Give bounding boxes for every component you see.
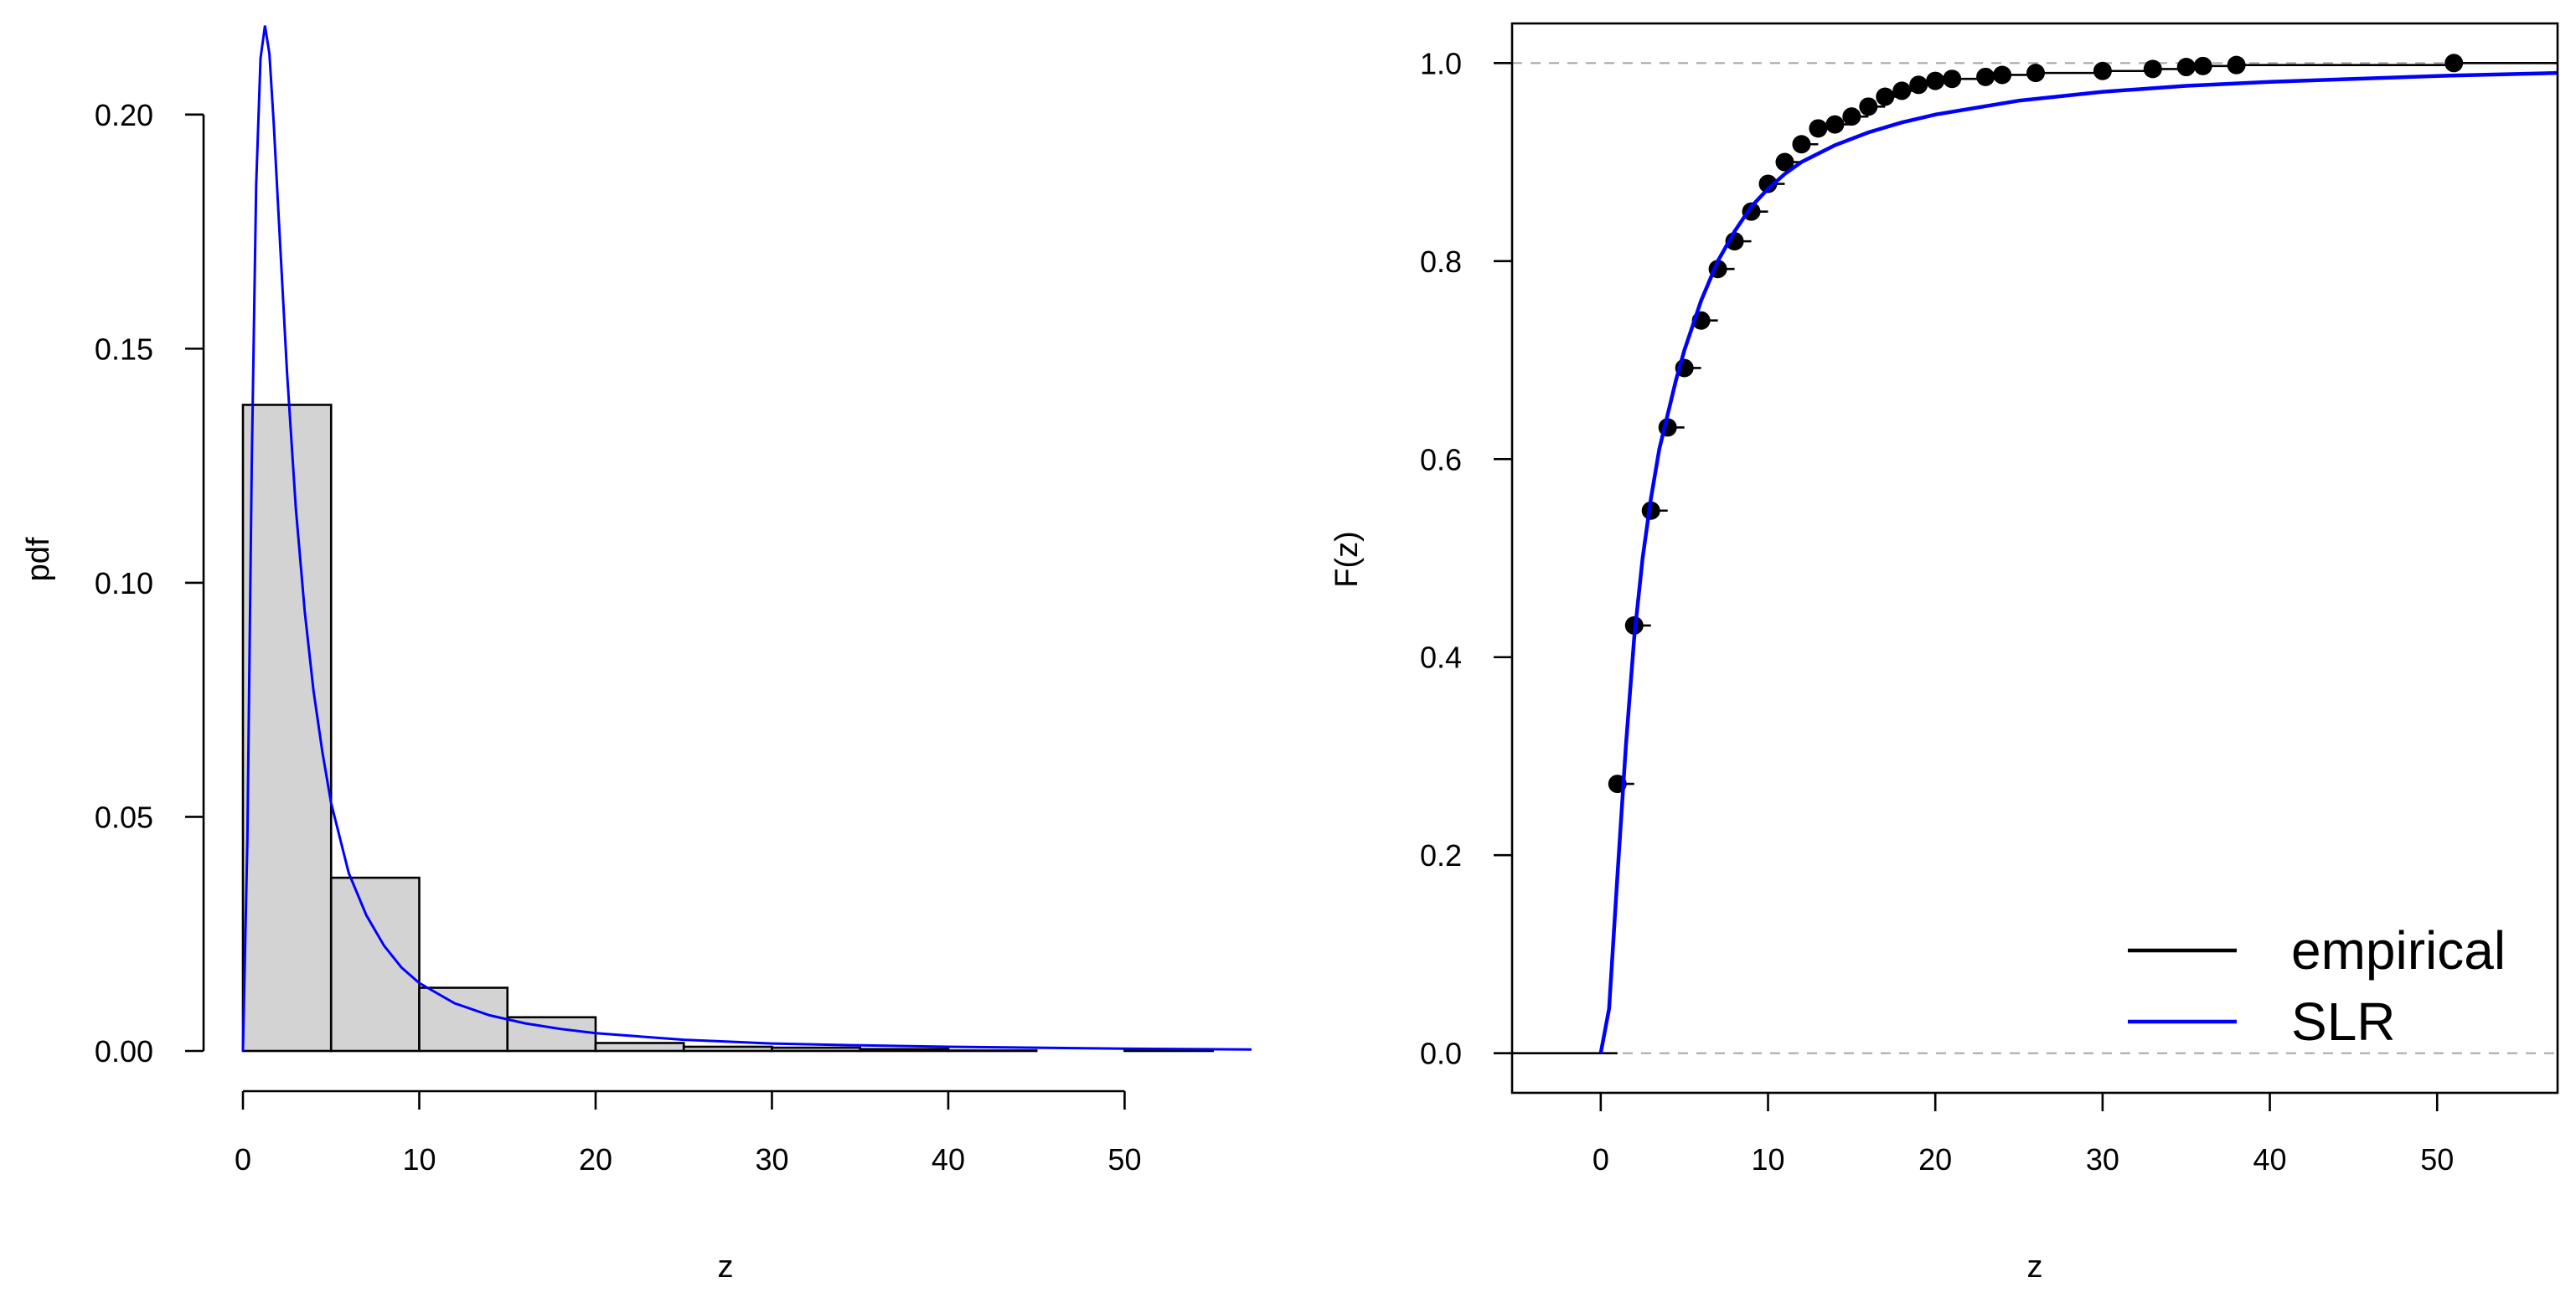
right-x-tick-label: 20 — [1918, 1142, 1952, 1177]
histogram-bar — [947, 1049, 1038, 1053]
left-x-tick-label: 40 — [932, 1142, 965, 1177]
right-x-tick-label: 0 — [1593, 1142, 1609, 1177]
ecdf-point — [1859, 97, 1878, 116]
histogram-bar — [241, 404, 333, 1053]
left-x-tick-label: 10 — [402, 1142, 436, 1177]
left-y-tick-label: 0.10 — [95, 566, 153, 600]
right-x-tick-label: 10 — [1751, 1142, 1784, 1177]
right-y-tick-label: 0.6 — [1420, 442, 1462, 476]
ecdf-point — [1758, 174, 1778, 193]
right-y-tick-label: 0.2 — [1420, 838, 1462, 873]
legend: empirical SLR — [2128, 920, 2506, 1052]
left-y-tick-label: 0.05 — [95, 800, 153, 834]
cdf-panel: 0 10 20 30 40 50 0.0 0.2 0.4 0.6 0.8 1.0 z F(z) emp… — [1329, 22, 2559, 1285]
ecdf-point — [2227, 55, 2246, 75]
histogram-bars — [241, 404, 1214, 1053]
histogram-bar — [418, 986, 509, 1053]
legend-label-empirical: empirical — [2291, 920, 2506, 981]
cdf-axes: 0 10 20 30 40 50 0.0 0.2 0.4 0.6 0.8 1.0 — [1420, 46, 2454, 1177]
right-y-tick-label: 0.4 — [1420, 641, 1462, 675]
ecdf-point — [2193, 56, 2212, 75]
ecdf-point — [1909, 75, 1928, 95]
ecdf-point — [1892, 81, 1912, 100]
histogram-axes: 0 10 20 30 40 50 0.00 0.05 0.10 0.15 0.20 — [95, 98, 1142, 1177]
right-x-tick-label: 50 — [2420, 1142, 2454, 1177]
plot-frame — [1510, 22, 2559, 1095]
right-x-tick-label: 30 — [2086, 1142, 2119, 1177]
density-curve — [241, 25, 1252, 1052]
left-x-tick-label: 0 — [235, 1142, 251, 1177]
ecdf-point — [1876, 87, 1895, 106]
left-x-axis-label: z — [718, 1249, 734, 1285]
right-x-axis-label: z — [2027, 1249, 2043, 1285]
ecdf-point — [2093, 61, 2112, 80]
histogram-bar — [859, 1048, 950, 1053]
ecdf-point — [2143, 59, 2162, 79]
ecdf-point — [2026, 64, 2045, 83]
ecdf-point — [1993, 65, 2012, 85]
ecdf-point — [1775, 152, 1794, 172]
ecdf-point — [1943, 70, 1962, 89]
left-y-tick-label: 0.15 — [95, 332, 153, 366]
right-y-tick-label: 1.0 — [1420, 46, 1462, 80]
left-x-tick-label: 20 — [579, 1142, 612, 1177]
left-x-tick-label: 50 — [1107, 1142, 1141, 1177]
histogram-bar — [682, 1045, 773, 1053]
legend-label-slr: SLR — [2291, 992, 2396, 1052]
right-y-tick-label: 0.8 — [1420, 245, 1462, 279]
histogram-bar — [594, 1042, 685, 1053]
ecdf-point — [1809, 119, 1828, 138]
histogram-bar — [771, 1046, 862, 1053]
histogram-panel: 0 10 20 30 40 50 0.00 0.05 0.10 0.15 0.20 z pdf — [21, 25, 1252, 1285]
right-y-tick-label: 0.0 — [1420, 1037, 1462, 1071]
ecdf-point — [1976, 67, 1995, 86]
left-y-axis-label: pdf — [21, 537, 56, 581]
left-y-tick-label: 0.00 — [95, 1034, 153, 1069]
ecdf-point — [2176, 58, 2196, 77]
left-y-tick-label: 0.20 — [95, 98, 153, 132]
left-x-tick-label: 30 — [755, 1142, 788, 1177]
ecdf-point — [1926, 71, 1945, 90]
slr-curve — [1598, 70, 2558, 1054]
right-x-tick-label: 40 — [2253, 1142, 2287, 1177]
ecdf-point — [1842, 107, 1861, 126]
reference-lines — [1512, 62, 2558, 1054]
right-y-axis-label: F(z) — [1329, 531, 1365, 588]
ecdf-point — [1792, 135, 1811, 154]
ecdf-point — [1825, 115, 1845, 134]
histogram-bar — [329, 876, 421, 1053]
ecdf-point — [2444, 54, 2464, 73]
